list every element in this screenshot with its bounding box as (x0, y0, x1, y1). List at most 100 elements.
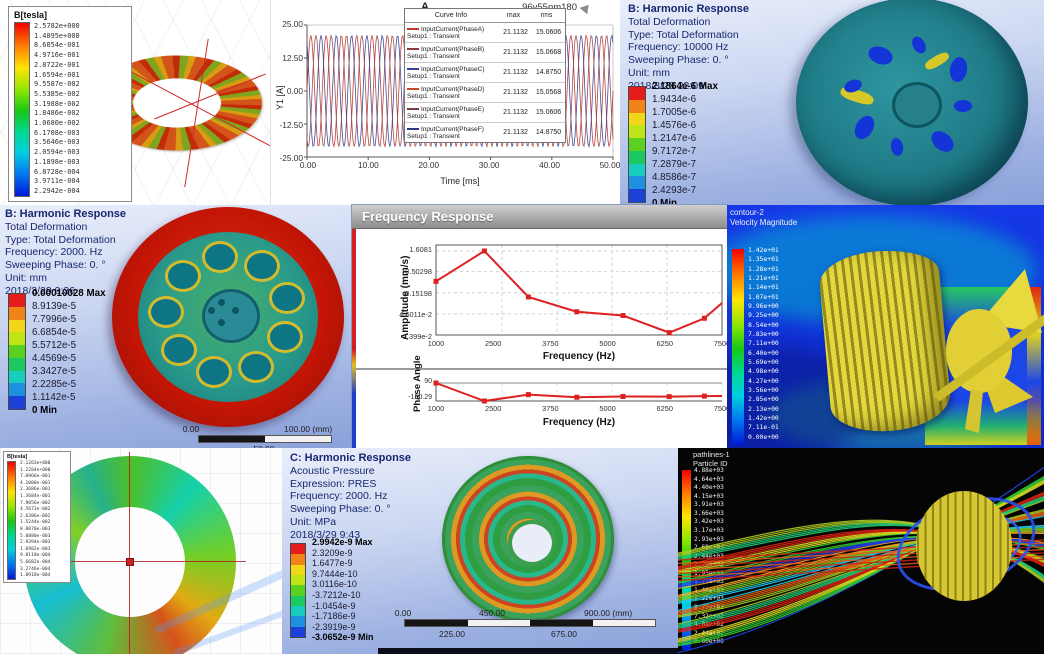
curve-row[interactable]: InputCurrent(PhaseB) Setup1 : Transient … (405, 43, 565, 63)
curve-rms: 15.0606 (535, 29, 562, 36)
legend-band (9, 294, 25, 307)
legend-value: 8.9139e-5 (32, 301, 77, 312)
deformation-legend: 2.1864e-6 Max 1.9434e-6 1.7005e-6 1.4576e-6… (628, 81, 718, 205)
current-plot-viewport[interactable]: A 96v55nm180 Y1 [A] 25.0012.500.00-12.50… (270, 0, 621, 205)
frequency-response-chart (433, 244, 723, 404)
legend-value: 1.3684e-001 (20, 493, 51, 499)
frequency-response-window[interactable]: Frequency Response Amplitude (mm/s) 1.60… (351, 204, 728, 449)
flywheel-hole (196, 355, 233, 388)
legend-band (629, 87, 645, 100)
legend-value: 2.9394e-003 (20, 540, 51, 546)
harmonic-2000hz-viewport[interactable]: B: Harmonic Response Total Deformation Typ… (0, 205, 352, 448)
legend-value: 5.5385e-002 (34, 89, 80, 98)
deformation-blob (947, 55, 969, 84)
legend-title: B[tesla] (7, 454, 28, 460)
legend-value: 7.2879e-7 (652, 159, 697, 170)
legend-band (291, 544, 305, 555)
amplitude-ticks: 1.6081 0.50298 0.15198 4.6011e-2 1.399e-2 (399, 245, 432, 341)
color-scale-strip (682, 470, 691, 650)
legend-value: 2.6386e-002 (20, 513, 51, 519)
legend-value: 4.4569e-5 (32, 353, 77, 364)
deformation-blob (927, 127, 958, 157)
pathlines-viewport[interactable]: pathlines-1 Particle ID 4.88e+03 4.64e+03 4… (678, 448, 1044, 654)
curve-swatch (407, 128, 419, 130)
curve-name: InputCurrent(PhaseB) (421, 45, 485, 53)
cfd-contour-viewport[interactable]: contour-2 Velocity Magnitude 1.42e+01 1.35… (727, 205, 1044, 448)
legend-value: 2.1864e-6 Max (652, 81, 718, 92)
legend-band (9, 396, 25, 410)
flywheel-hole (269, 281, 306, 314)
particle-id-legend-values: 4.88e+03 4.64e+03 4.40e+03 4.15e+03 3.91e+03… (694, 467, 724, 646)
legend-value: 1.0680e-002 (34, 119, 80, 128)
legend-value: 3.1988e-002 (34, 99, 80, 108)
legend-value: 1.1898e-003 (34, 157, 80, 166)
legend-value: -1.0454e-9 (312, 600, 356, 611)
legend-value: 5.5712e-5 (32, 340, 77, 351)
legend-value: 1.6982e-003 (20, 546, 51, 552)
legend-band (291, 554, 305, 565)
maxwell-rotor-viewport[interactable]: B[tesla] 2.1263e+000 1.2284e+000 7.0966e-0… (0, 448, 282, 654)
legend-value: 6.1708e-003 (34, 128, 80, 137)
curve-max: 21.1132 (503, 89, 528, 96)
curve-swatch (407, 28, 419, 30)
curve-row[interactable]: InputCurrent(PhaseC) Setup1 : Transient … (405, 63, 565, 83)
curve-setup: Setup1 : Transient (407, 92, 460, 100)
curve-row[interactable]: InputCurrent(PhaseF) Setup1 : Transient … (405, 123, 565, 142)
legend-band (629, 189, 645, 203)
legend-band (629, 125, 645, 139)
curve-max: 21.1132 (503, 49, 528, 56)
deformation-blob (889, 137, 905, 157)
color-scale-strip (7, 461, 16, 580)
legend-value: 3.9711e-004 (34, 177, 80, 186)
legend-value: 0.00010028 Max (32, 288, 106, 299)
curve-name: InputCurrent(PhaseD) (421, 85, 485, 93)
scale-ruler (404, 619, 656, 627)
legend-value: 7.0966e-001 (20, 474, 51, 480)
curve-setup: Setup1 : Transient (407, 72, 460, 80)
legend-value: 2.1263e+000 (20, 461, 51, 466)
legend-value: 5.6682e-004 (20, 559, 51, 565)
plot-separator (356, 368, 727, 370)
ruler-label: 675.00 (551, 629, 577, 639)
curve-max: 21.1132 (503, 29, 528, 36)
phase-tick: 90 (424, 378, 432, 385)
harmonic-10000hz-viewport[interactable]: B: Harmonic Response Total Deformation Typ… (620, 0, 1044, 205)
legend-band (629, 138, 645, 151)
curve-max: 21.1132 (503, 109, 528, 116)
frequency-axis-label: Frequency (Hz) (542, 351, 616, 362)
flywheel-hole (238, 350, 275, 383)
curve-swatch (407, 108, 419, 110)
b-field-legend: B[tesla] 2.5782e+000 1.4895e+000 8.6054e-0… (8, 6, 132, 202)
color-scale-strip (14, 22, 30, 197)
acoustic-disc-model (442, 456, 614, 622)
clipped-colorbar-edge (352, 229, 356, 448)
maxwell-stator-viewport[interactable]: B[tesla] 2.5782e+000 1.4895e+000 8.6054e-0… (0, 0, 270, 205)
window-titlebar[interactable]: Frequency Response (352, 205, 727, 229)
legend-band (291, 605, 305, 617)
current-waveform-chart (304, 24, 614, 160)
color-scale-strip (732, 249, 744, 445)
curve-row[interactable]: InputCurrent(PhaseE) Setup1 : Transient … (405, 103, 565, 123)
legend-value: 4.5673e-002 (20, 507, 51, 513)
legend-band (629, 112, 645, 126)
legend-value: 2.5782e+000 (34, 22, 80, 30)
center-marker (126, 558, 134, 566)
ruler-label: 50.00 (198, 444, 330, 448)
deformation-blob (909, 34, 929, 56)
legend-title: B[tesla] (14, 10, 48, 20)
ruler-label: 0.00 (182, 424, 200, 434)
acoustic-pressure-viewport[interactable]: C: Harmonic Response Acoustic Pressure Exp… (282, 448, 678, 654)
legend-value: 1.6477e-9 (312, 558, 353, 569)
curve-row[interactable]: InputCurrent(PhaseD) Setup1 : Transient … (405, 83, 565, 103)
legend-band (629, 163, 645, 177)
curve-info-table: Curve Info max rms InputCurrent(PhaseA) Se… (404, 8, 566, 143)
legend-value: -2.3919e-9 (312, 621, 356, 632)
result-info-text: C: Harmonic Response Acoustic Pressure Exp… (290, 452, 412, 541)
legend-value: 1.5244e-002 (20, 520, 51, 526)
panel-edge (378, 648, 678, 654)
curve-row[interactable]: InputCurrent(PhaseA) Setup1 : Transient … (405, 23, 565, 43)
legend-band (9, 319, 25, 333)
curve-name: InputCurrent(PhaseC) (421, 65, 485, 73)
legend-band (629, 99, 645, 113)
